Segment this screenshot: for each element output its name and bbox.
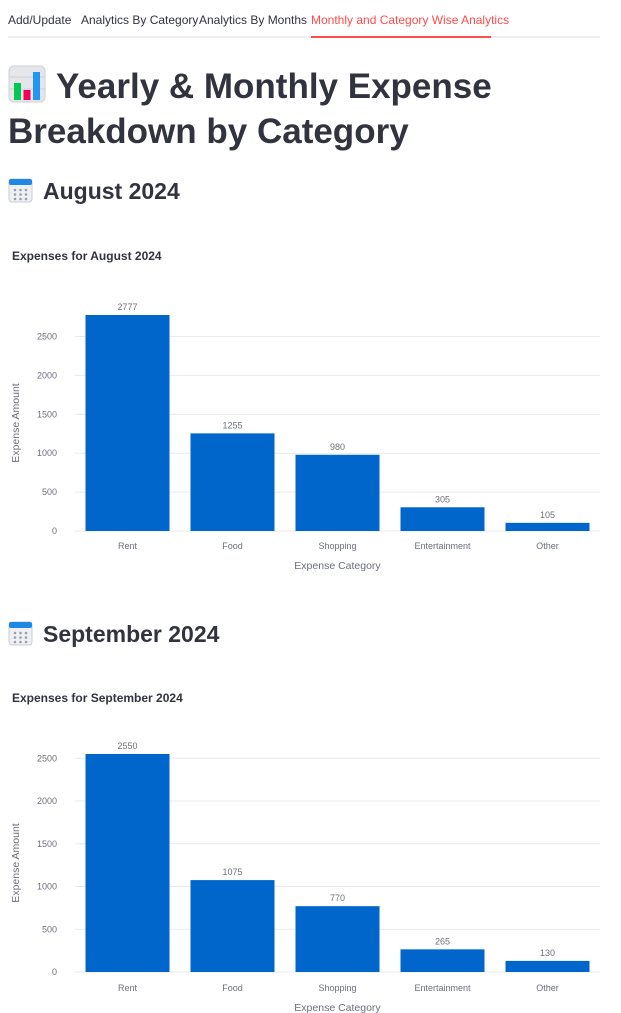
bar-value-label: 265 [435, 936, 450, 946]
bar[interactable] [400, 507, 485, 531]
x-tick-label: Rent [118, 541, 138, 551]
bar-value-label: 980 [330, 442, 345, 452]
x-tick-label: Shopping [318, 983, 356, 993]
y-tick-label: 1000 [37, 882, 57, 892]
x-axis-title: Expense Category [294, 560, 381, 572]
chart-title: Expenses for September 2024 [12, 691, 183, 705]
page-title: Yearly & Monthly Expense Breakdown by Ca… [8, 64, 608, 154]
page-title-text: Yearly & Monthly Expense Breakdown by Ca… [8, 67, 492, 151]
y-tick-label: 2000 [37, 370, 57, 380]
tab-bar: Add/Update Analytics By Category Analyti… [8, 0, 600, 38]
calendar-icon [8, 178, 33, 203]
bar-chart-icon [8, 65, 46, 103]
bar[interactable] [190, 433, 275, 531]
y-tick-label: 2000 [37, 796, 57, 806]
bar[interactable] [400, 949, 485, 972]
x-tick-label: Food [222, 541, 243, 551]
calendar-icon [8, 621, 33, 646]
active-tab-indicator [311, 36, 491, 38]
y-tick-label: 2500 [37, 753, 57, 763]
y-tick-label: 1000 [37, 448, 57, 458]
bar-value-label: 770 [330, 893, 345, 903]
bar[interactable] [85, 754, 170, 972]
y-tick-label: 0 [52, 526, 57, 536]
y-tick-label: 1500 [37, 409, 57, 419]
y-axis-title: Expense Amount [10, 383, 22, 462]
bar[interactable] [295, 906, 380, 972]
x-tick-label: Entertainment [414, 541, 471, 551]
x-tick-label: Shopping [318, 541, 356, 551]
bar-chart: Expenses for September 2024 0 500 1000 1500 2… [10, 691, 600, 1013]
bar-value-label: 2550 [117, 741, 137, 751]
y-tick-label: 500 [42, 924, 57, 934]
tab-analytics-by-months[interactable]: Analytics By Months [199, 13, 308, 27]
chart-september-2024: Expenses for September 2024 0 500 1000 1500 2… [0, 682, 621, 1013]
bar-value-label: 305 [435, 494, 450, 504]
bar-chart: Expenses for August 2024 0 500 1000 1500 2000… [10, 249, 600, 572]
x-tick-label: Other [536, 983, 559, 993]
x-tick-label: Entertainment [414, 983, 471, 993]
month-heading-august: August 2024 [8, 176, 180, 206]
x-tick-label: Food [222, 983, 243, 993]
x-tick-label: Other [536, 541, 559, 551]
bar[interactable] [295, 454, 380, 531]
x-tick-label: Rent [118, 983, 138, 993]
bar-value-label: 1255 [222, 420, 242, 430]
x-axis-title: Expense Category [294, 1002, 381, 1013]
y-tick-label: 500 [42, 487, 57, 497]
bar-value-label: 1075 [222, 867, 242, 877]
chart-title: Expenses for August 2024 [12, 249, 162, 263]
tab-monthly-and-category-wise-analytics[interactable]: Monthly and Category Wise Analytics [311, 13, 510, 27]
bar-value-label: 130 [540, 948, 555, 958]
bar[interactable] [85, 315, 170, 531]
bar-value-label: 105 [540, 510, 555, 520]
tab-add-update[interactable]: Add/Update [8, 13, 72, 27]
y-axis-title: Expense Amount [10, 823, 22, 902]
month-heading-text: August 2024 [43, 178, 180, 204]
y-tick-label: 2500 [37, 332, 57, 342]
bar[interactable] [190, 880, 275, 972]
chart-august-2024: Expenses for August 2024 0 500 1000 1500 2000… [0, 240, 621, 580]
tab-analytics-by-category[interactable]: Analytics By Category [81, 13, 199, 27]
bar[interactable] [505, 960, 590, 972]
month-heading-text: September 2024 [43, 621, 220, 647]
bar[interactable] [505, 522, 590, 531]
month-heading-september: September 2024 [8, 619, 219, 649]
bar-value-label: 2777 [117, 302, 137, 312]
y-tick-label: 0 [52, 967, 57, 977]
y-tick-label: 1500 [37, 839, 57, 849]
